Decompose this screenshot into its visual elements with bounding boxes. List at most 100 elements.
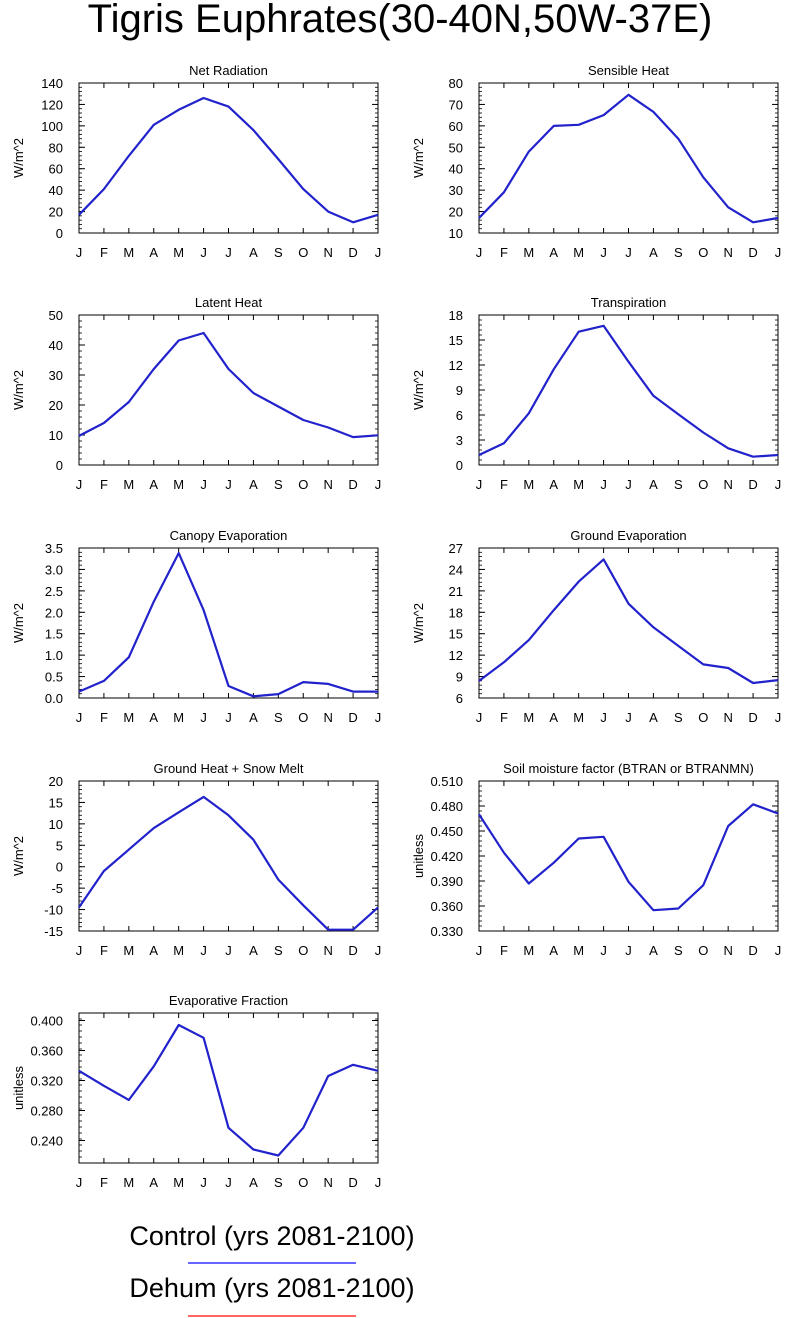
y-tick-label: 100 <box>41 119 63 134</box>
x-tick-label: A <box>149 245 158 260</box>
plot-frame <box>78 780 379 932</box>
x-tick-label: N <box>723 710 732 725</box>
y-tick-label: 140 <box>41 76 63 91</box>
x-tick-label: O <box>698 477 708 492</box>
y-tick-label: 5 <box>56 838 63 853</box>
y-tick-label: 20 <box>49 205 63 220</box>
y-tick-label: 0.400 <box>30 1014 63 1029</box>
series-line-1 <box>78 96 379 224</box>
x-tick-label: N <box>323 245 332 260</box>
x-tick-label: N <box>323 1175 332 1190</box>
y-tick-label: 0 <box>56 226 63 241</box>
y-tick-label: 0.510 <box>430 774 463 789</box>
x-tick-label: A <box>149 477 158 492</box>
y-tick-label: 0.320 <box>30 1074 63 1089</box>
x-tick-label: M <box>573 477 584 492</box>
panel-title: Net Radiation <box>189 63 268 78</box>
y-tick-label: 10 <box>449 226 463 241</box>
x-tick-label: J <box>375 1175 382 1190</box>
series-line-1 <box>78 551 378 698</box>
series-line-1 <box>478 558 779 685</box>
y-tick-label: 60 <box>49 162 63 177</box>
x-tick-label: A <box>249 477 258 492</box>
y-axis-label: W/m^2 <box>11 603 26 643</box>
y-tick-label: 15 <box>49 795 63 810</box>
figure-title: Tigris Euphrates(30-40N,50W-37E) <box>88 0 713 41</box>
x-tick-label: S <box>274 710 283 725</box>
panel-title: Transpiration <box>591 295 666 310</box>
x-tick-label: D <box>748 710 757 725</box>
y-tick-label: 30 <box>449 183 463 198</box>
x-tick-label: M <box>123 943 134 958</box>
y-tick-label: 12 <box>449 358 463 373</box>
x-tick-label: S <box>674 943 683 958</box>
y-tick-label: 6 <box>456 691 463 706</box>
x-tick-label: F <box>500 245 508 260</box>
x-tick-label: D <box>348 245 357 260</box>
y-tick-label: 0.390 <box>430 874 463 889</box>
y-tick-label: 1.0 <box>45 648 63 663</box>
y-tick-label: 20 <box>49 398 63 413</box>
x-tick-label: N <box>723 943 732 958</box>
x-tick-label: J <box>625 943 632 958</box>
x-tick-label: J <box>476 943 483 958</box>
y-tick-label: 0.360 <box>30 1044 63 1059</box>
y-tick-label: 0.330 <box>430 924 463 939</box>
panel-title: Ground Evaporation <box>570 528 686 543</box>
y-tick-label: 80 <box>49 140 63 155</box>
y-axis-label: W/m^2 <box>11 138 26 178</box>
x-tick-label: J <box>600 710 607 725</box>
x-tick-label: M <box>523 245 534 260</box>
x-tick-label: M <box>173 477 184 492</box>
x-tick-label: J <box>375 477 382 492</box>
x-tick-label: J <box>76 710 83 725</box>
x-tick-label: O <box>698 245 708 260</box>
y-tick-label: -10 <box>44 903 63 918</box>
x-tick-label: J <box>476 477 483 492</box>
series-line-1 <box>78 795 379 931</box>
y-tick-label: 1.5 <box>45 627 63 642</box>
x-tick-label: A <box>149 943 158 958</box>
x-tick-label: A <box>249 710 258 725</box>
x-tick-label: S <box>274 245 283 260</box>
panel-title: Latent Heat <box>195 295 263 310</box>
x-tick-label: D <box>348 710 357 725</box>
x-tick-label: S <box>274 1175 283 1190</box>
x-tick-label: J <box>625 710 632 725</box>
y-tick-label: 0 <box>456 458 463 473</box>
panel-title: Soil moisture factor (BTRAN or BTRANMN) <box>503 761 754 776</box>
x-tick-label: J <box>76 1175 83 1190</box>
x-tick-label: M <box>123 1175 134 1190</box>
x-tick-label: A <box>549 245 558 260</box>
x-tick-label: J <box>200 477 207 492</box>
x-tick-label: J <box>225 710 232 725</box>
y-tick-label: -15 <box>44 924 63 939</box>
y-tick-label: 80 <box>449 76 463 91</box>
x-tick-label: N <box>323 943 332 958</box>
x-tick-label: S <box>274 477 283 492</box>
x-tick-label: O <box>298 477 308 492</box>
x-tick-label: F <box>500 477 508 492</box>
x-tick-label: J <box>476 710 483 725</box>
series-line-1 <box>478 324 779 458</box>
x-tick-label: M <box>573 245 584 260</box>
x-tick-label: J <box>600 477 607 492</box>
y-tick-label: -5 <box>51 881 63 896</box>
y-tick-label: 3.5 <box>45 541 63 556</box>
x-tick-label: O <box>298 245 308 260</box>
y-tick-label: 0.280 <box>30 1104 63 1119</box>
x-tick-label: D <box>348 1175 357 1190</box>
y-tick-label: 50 <box>449 140 463 155</box>
x-tick-label: F <box>100 1175 108 1190</box>
y-tick-label: 18 <box>449 308 463 323</box>
x-tick-label: J <box>625 245 632 260</box>
y-tick-label: 0 <box>56 458 63 473</box>
y-tick-label: 10 <box>49 428 63 443</box>
x-tick-label: J <box>200 1175 207 1190</box>
panel-title: Ground Heat + Snow Melt <box>154 761 304 776</box>
